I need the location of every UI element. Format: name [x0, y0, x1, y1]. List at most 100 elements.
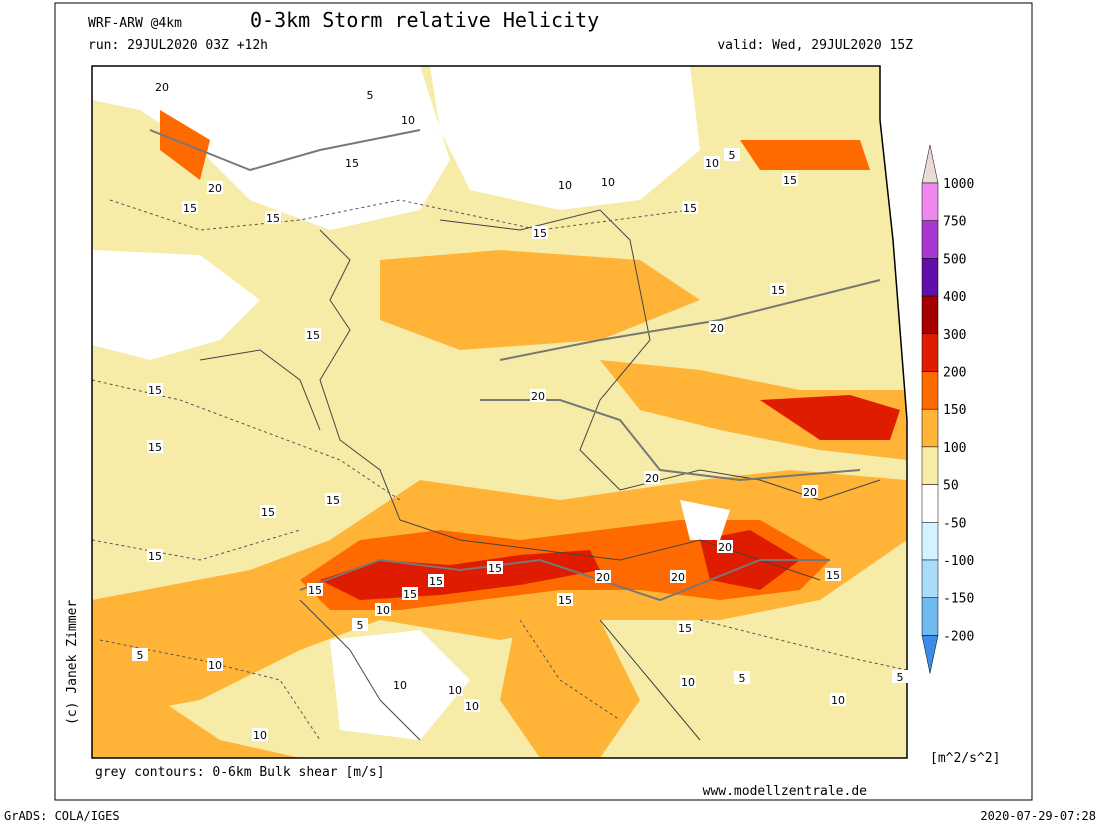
contour-label-bg: [680, 675, 696, 688]
colorbar-label: -200: [943, 629, 974, 644]
contour-label-bg: [147, 383, 163, 396]
contour-label-bg: [825, 568, 841, 581]
contour-label-bg: [325, 493, 341, 506]
contour-label-bg: [557, 593, 573, 606]
contour-label-bg: [132, 648, 148, 661]
colorbar-box: [921, 258, 939, 297]
colorbar-label: 300: [943, 328, 966, 343]
contour-label: 10: [401, 114, 415, 127]
colorbar-bottom-arrow: [921, 635, 939, 674]
colorbar-label: 1000: [943, 177, 974, 192]
contour-label: 15: [488, 562, 502, 575]
contour-label: 20: [803, 486, 817, 499]
contour-label: 15: [826, 569, 840, 582]
contour-label: 5: [739, 672, 746, 685]
contour-label-bg: [464, 699, 480, 712]
colorbar-box: [921, 371, 939, 410]
contour-label-bg: [802, 485, 818, 498]
map: 20 20 15 15 5 10 15 15 15 5 10 15 10 10 15 20 15 15 20 15 20…: [91, 65, 908, 759]
contour-label-bg: [709, 321, 725, 334]
contour-label-bg: [154, 80, 170, 93]
contour-label-bg: [344, 156, 360, 169]
run-label: run: 29JUL2020 03Z +12h: [88, 38, 268, 53]
contour-label: 15: [308, 584, 322, 597]
contour-label-bg: [147, 440, 163, 453]
model-label: WRF-ARW @4km: [88, 16, 182, 31]
contour-label: 15: [183, 202, 197, 215]
contour-label: 10: [831, 694, 845, 707]
contour-label: 10: [681, 676, 695, 689]
contour-label: 10: [208, 659, 222, 672]
contour-label-bg: [362, 88, 378, 101]
colorbar-box: [921, 446, 939, 485]
credit: (c) Janek Zimmer: [65, 600, 80, 725]
contour-label-bg: [265, 211, 281, 224]
colorbar-box: [921, 522, 939, 561]
contour-label: 5: [729, 149, 736, 162]
colorbar-box: [921, 559, 939, 598]
contour-label-bg: [532, 226, 548, 239]
contour-label-bg: [487, 561, 503, 574]
timestamp: 2020-07-29-07:28: [980, 809, 1096, 823]
contour-label: 15: [783, 174, 797, 187]
contour-label: 15: [683, 202, 697, 215]
contour-label-bg: [402, 587, 418, 600]
contour-label: 10: [376, 604, 390, 617]
contour-label-bg: [307, 583, 323, 596]
colorbar-label: 200: [943, 366, 966, 381]
contour-label: 10: [558, 179, 572, 192]
contour-label: 15: [533, 227, 547, 240]
contour-label: 20: [718, 541, 732, 554]
contour-label: 15: [678, 622, 692, 635]
colorbar-label: 150: [943, 403, 966, 418]
contour-label: 15: [345, 157, 359, 170]
contour-label-bg: [670, 570, 686, 583]
contour-label-bg: [207, 658, 223, 671]
colorbar-box: [921, 408, 939, 448]
contour-label: 20: [671, 571, 685, 584]
contour-label-bg: [892, 670, 908, 683]
contour-label: 15: [148, 384, 162, 397]
map-title: 0-3km Storm relative Helicity: [250, 8, 599, 32]
contour-label-bg: [677, 621, 693, 634]
contour-label: 20: [531, 390, 545, 403]
colorbar-label: 500: [943, 252, 966, 267]
contour-label-bg: [147, 549, 163, 562]
contour-label: 15: [429, 575, 443, 588]
contour-label: 10: [465, 700, 479, 713]
colorbar-unit: [m^2/s^2]: [930, 751, 1000, 766]
contour-label-bg: [182, 201, 198, 214]
contour-label-bg: [717, 540, 733, 553]
contour-label-bg: [704, 156, 720, 169]
colorbar-box: [921, 597, 939, 636]
contour-label: 20: [710, 322, 724, 335]
contour-label: 15: [326, 494, 340, 507]
contour-label-bg: [530, 389, 546, 402]
contour-label: 20: [155, 81, 169, 94]
contour-label-bg: [682, 201, 698, 214]
contour-label: 15: [148, 441, 162, 454]
contour-label: 10: [253, 729, 267, 742]
contour-label: 20: [596, 571, 610, 584]
contour-label-bg: [400, 113, 416, 126]
colorbar-label: -50: [943, 516, 966, 531]
contour-label-bg: [207, 181, 223, 194]
contour-label: 10: [705, 157, 719, 170]
contour-label-bg: [770, 283, 786, 296]
contour-label-bg: [595, 570, 611, 583]
contour-label-bg: [352, 618, 368, 631]
contour-label-bg: [600, 175, 616, 188]
contours-note: grey contours: 0-6km Bulk shear [m/s]: [95, 765, 385, 780]
website: www.modellzentrale.de: [703, 784, 868, 799]
colorbar-box: [921, 295, 939, 335]
contour-label: 20: [208, 182, 222, 195]
contour-label-bg: [644, 471, 660, 484]
contour-label-bg: [392, 678, 408, 691]
contour-label-bg: [734, 671, 750, 684]
contour-label: 5: [137, 649, 144, 662]
colorbar-label: -150: [943, 592, 974, 607]
contour-label-bg: [724, 148, 740, 161]
contour-label-bg: [557, 178, 573, 191]
colorbar-label: -100: [943, 554, 974, 569]
